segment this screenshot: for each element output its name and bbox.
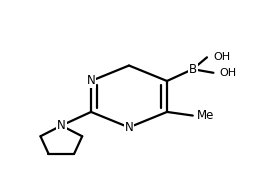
Text: B: B [189,63,197,76]
Text: N: N [57,119,66,132]
Text: N: N [125,121,133,134]
Text: OH: OH [220,68,237,78]
Text: N: N [87,74,95,88]
Text: Me: Me [197,109,214,122]
Text: OH: OH [213,52,231,62]
